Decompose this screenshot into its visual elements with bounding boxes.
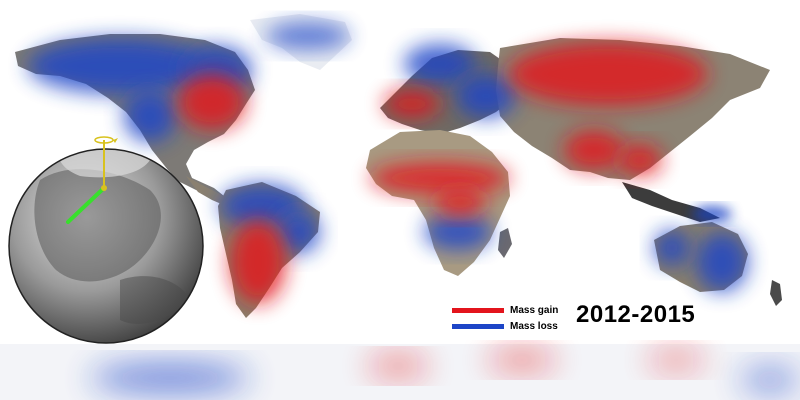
globe-landmass (34, 169, 161, 282)
madagascar (498, 228, 512, 258)
legend: Mass gain Mass loss (452, 303, 572, 335)
loss-greenland (266, 22, 350, 50)
new-zealand (770, 280, 782, 306)
mass-change-overlay (28, 22, 800, 394)
gain-southeast-asia (618, 144, 662, 176)
rotation-arrowhead-icon (113, 138, 118, 143)
gain-iberia-france (384, 90, 440, 118)
gain-antarctica-3 (648, 350, 704, 370)
loss-australia-west (654, 230, 690, 266)
legend-label-loss: Mass loss (510, 320, 558, 332)
loss-southern-africa (424, 214, 492, 250)
globe-landmass-2 (120, 276, 190, 324)
loss-scandinavia (404, 44, 476, 84)
gain-central-us (178, 74, 246, 130)
period-label: 2012-2015 (576, 301, 696, 328)
legend-swatch-loss (452, 323, 504, 329)
gain-india (564, 130, 624, 170)
loss-antarctica-east (740, 366, 800, 394)
loss-antarctica-west (90, 364, 250, 392)
legend-item-loss: Mass loss (452, 319, 572, 333)
loss-australia-east (696, 232, 748, 292)
legend-item-gain: Mass gain (452, 303, 572, 317)
gain-antarctica-1 (368, 356, 428, 376)
loss-eastern-europe (456, 74, 516, 118)
gain-russia (508, 42, 708, 106)
legend-label-gain: Mass gain (510, 304, 559, 316)
loss-alaska-canada (28, 38, 212, 94)
polar-motion-arrow-icon (66, 186, 106, 224)
loss-brazil-east (276, 210, 320, 254)
legend-swatch-gain (452, 307, 504, 313)
pole-position-dot (101, 185, 107, 191)
mass-loss-regions (28, 22, 800, 394)
mass-gain-regions (178, 42, 708, 376)
gain-central-africa (434, 188, 486, 216)
gain-antarctica-2 (488, 350, 556, 370)
loss-western-us (124, 90, 176, 142)
central-america (186, 176, 232, 206)
gain-southern-south-america (230, 220, 286, 304)
gain-sahel (370, 162, 510, 194)
globe-inset (8, 136, 204, 344)
loss-new-guinea (692, 206, 732, 222)
